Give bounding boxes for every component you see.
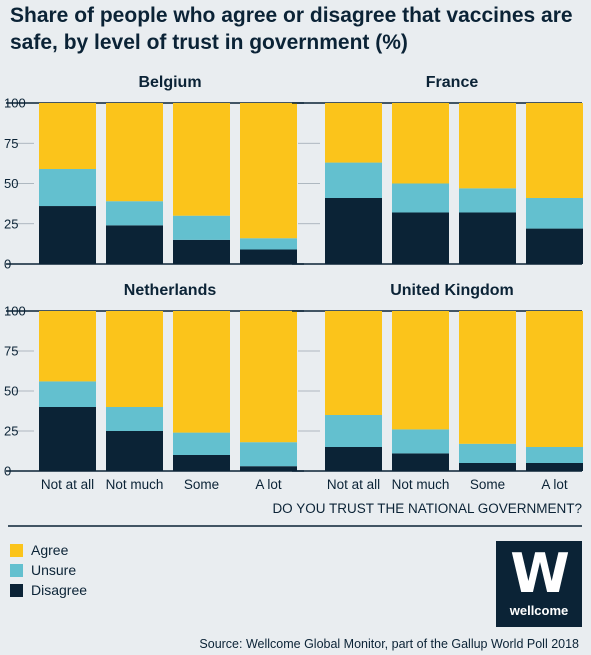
bar-france-not-at-all-agree xyxy=(325,103,382,163)
bar-netherlands-not-much-unsure xyxy=(106,407,163,431)
bar-belgium-some-agree xyxy=(173,103,230,216)
bar-united-kingdom-a-lot-agree xyxy=(526,311,583,447)
bar-united-kingdom-not-much-disagree xyxy=(392,453,449,471)
legend-label-disagree: Disagree xyxy=(31,582,88,598)
x-tick-united-kingdom-not-at-all: Not at all xyxy=(327,477,380,492)
bar-united-kingdom-not-much-unsure xyxy=(392,429,449,454)
legend-item-unsure: Unsure xyxy=(10,560,87,580)
x-tick-united-kingdom-not-much: Not much xyxy=(392,477,450,492)
bar-united-kingdom-not-at-all-unsure xyxy=(325,415,382,447)
panel-title-united-kingdom: United Kingdom xyxy=(390,282,514,299)
legend-swatch-unsure xyxy=(10,563,23,577)
legend-label-unsure: Unsure xyxy=(31,562,77,578)
y-tick-netherlands-50: 50 xyxy=(4,384,18,399)
y-tick-netherlands-75: 75 xyxy=(4,344,18,359)
bar-united-kingdom-a-lot-disagree xyxy=(526,463,583,471)
chart-title: Share of people who agree or disagree th… xyxy=(10,4,573,54)
y-tick-belgium-50: 50 xyxy=(4,176,18,191)
bar-netherlands-not-at-all-disagree xyxy=(39,407,96,471)
bar-france-some-disagree xyxy=(459,212,516,264)
chart-area: Belgium 100 75 50 25 0 France Netherlands 100 75 5… xyxy=(4,74,583,527)
bar-belgium-some-disagree xyxy=(173,239,230,264)
wellcome-logo: W wellcome xyxy=(496,541,582,627)
bar-netherlands-not-at-all-agree xyxy=(39,311,96,382)
bar-united-kingdom-not-much-agree xyxy=(392,311,449,430)
y-tick-netherlands-100: 100 xyxy=(4,304,26,319)
x-tick-united-kingdom-some: Some xyxy=(470,477,505,492)
bar-france-a-lot-disagree xyxy=(526,228,583,264)
y-tick-belgium-0: 0 xyxy=(4,257,11,272)
bar-belgium-a-lot-disagree xyxy=(240,249,297,264)
x-tick-united-kingdom-a-lot: A lot xyxy=(541,477,568,492)
bar-belgium-not-much-disagree xyxy=(106,225,163,264)
bar-france-a-lot-unsure xyxy=(526,197,583,229)
legend-swatch-disagree xyxy=(10,583,23,597)
y-tick-netherlands-25: 25 xyxy=(4,424,18,439)
bar-france-not-at-all-unsure xyxy=(325,162,382,198)
logo-mark: W xyxy=(510,542,570,605)
x-tick-netherlands-not-at-all: Not at all xyxy=(41,477,94,492)
x-axis-label: DO YOU TRUST THE NATIONAL GOVERNMENT? xyxy=(272,501,582,516)
bar-united-kingdom-some-disagree xyxy=(459,463,516,471)
legend: Agree Unsure Disagree xyxy=(10,540,87,600)
bar-united-kingdom-not-at-all-agree xyxy=(325,311,382,415)
y-tick-netherlands-0: 0 xyxy=(4,464,11,479)
bar-france-some-unsure xyxy=(459,188,516,213)
bar-united-kingdom-some-unsure xyxy=(459,443,516,463)
bar-france-a-lot-agree xyxy=(526,103,583,198)
y-tick-belgium-100: 100 xyxy=(4,96,26,111)
bar-belgium-not-at-all-disagree xyxy=(39,206,96,264)
x-tick-netherlands-a-lot: A lot xyxy=(255,477,282,492)
bar-france-not-at-all-disagree xyxy=(325,197,382,264)
y-tick-belgium-25: 25 xyxy=(4,216,18,231)
bar-france-not-much-agree xyxy=(392,103,449,184)
bar-belgium-not-much-agree xyxy=(106,103,163,202)
bar-netherlands-a-lot-disagree xyxy=(240,466,297,471)
bar-belgium-a-lot-agree xyxy=(240,103,297,239)
bar-netherlands-not-much-disagree xyxy=(106,431,163,471)
y-tick-belgium-75: 75 xyxy=(4,136,18,151)
x-tick-netherlands-some: Some xyxy=(184,477,219,492)
bar-belgium-not-at-all-agree xyxy=(39,103,96,170)
bar-belgium-some-unsure xyxy=(173,215,230,240)
legend-label-agree: Agree xyxy=(31,542,69,558)
bar-netherlands-a-lot-agree xyxy=(240,311,297,443)
panel-title-france: France xyxy=(426,74,479,91)
bar-belgium-not-much-unsure xyxy=(106,201,163,226)
bar-netherlands-not-much-agree xyxy=(106,311,163,407)
bar-united-kingdom-some-agree xyxy=(459,311,516,444)
bar-netherlands-not-at-all-unsure xyxy=(39,381,96,407)
bar-united-kingdom-not-at-all-disagree xyxy=(325,447,382,471)
bar-netherlands-some-unsure xyxy=(173,432,230,455)
panel-title-netherlands: Netherlands xyxy=(124,282,217,299)
legend-swatch-agree xyxy=(10,543,23,557)
bar-france-not-much-unsure xyxy=(392,183,449,213)
bar-france-not-much-disagree xyxy=(392,212,449,264)
x-tick-netherlands-not-much: Not much xyxy=(106,477,164,492)
bar-france-some-agree xyxy=(459,103,516,189)
panel-title-belgium: Belgium xyxy=(138,74,201,91)
bar-netherlands-some-agree xyxy=(173,311,230,433)
bar-netherlands-some-disagree xyxy=(173,455,230,471)
bar-netherlands-a-lot-unsure xyxy=(240,442,297,467)
legend-item-agree: Agree xyxy=(10,540,87,560)
bar-united-kingdom-a-lot-unsure xyxy=(526,447,583,463)
logo-text: wellcome xyxy=(509,603,569,618)
source-note: Source: Wellcome Global Monitor, part of… xyxy=(199,637,579,651)
legend-item-disagree: Disagree xyxy=(10,580,87,600)
bar-belgium-a-lot-unsure xyxy=(240,238,297,250)
bar-belgium-not-at-all-unsure xyxy=(39,169,96,207)
